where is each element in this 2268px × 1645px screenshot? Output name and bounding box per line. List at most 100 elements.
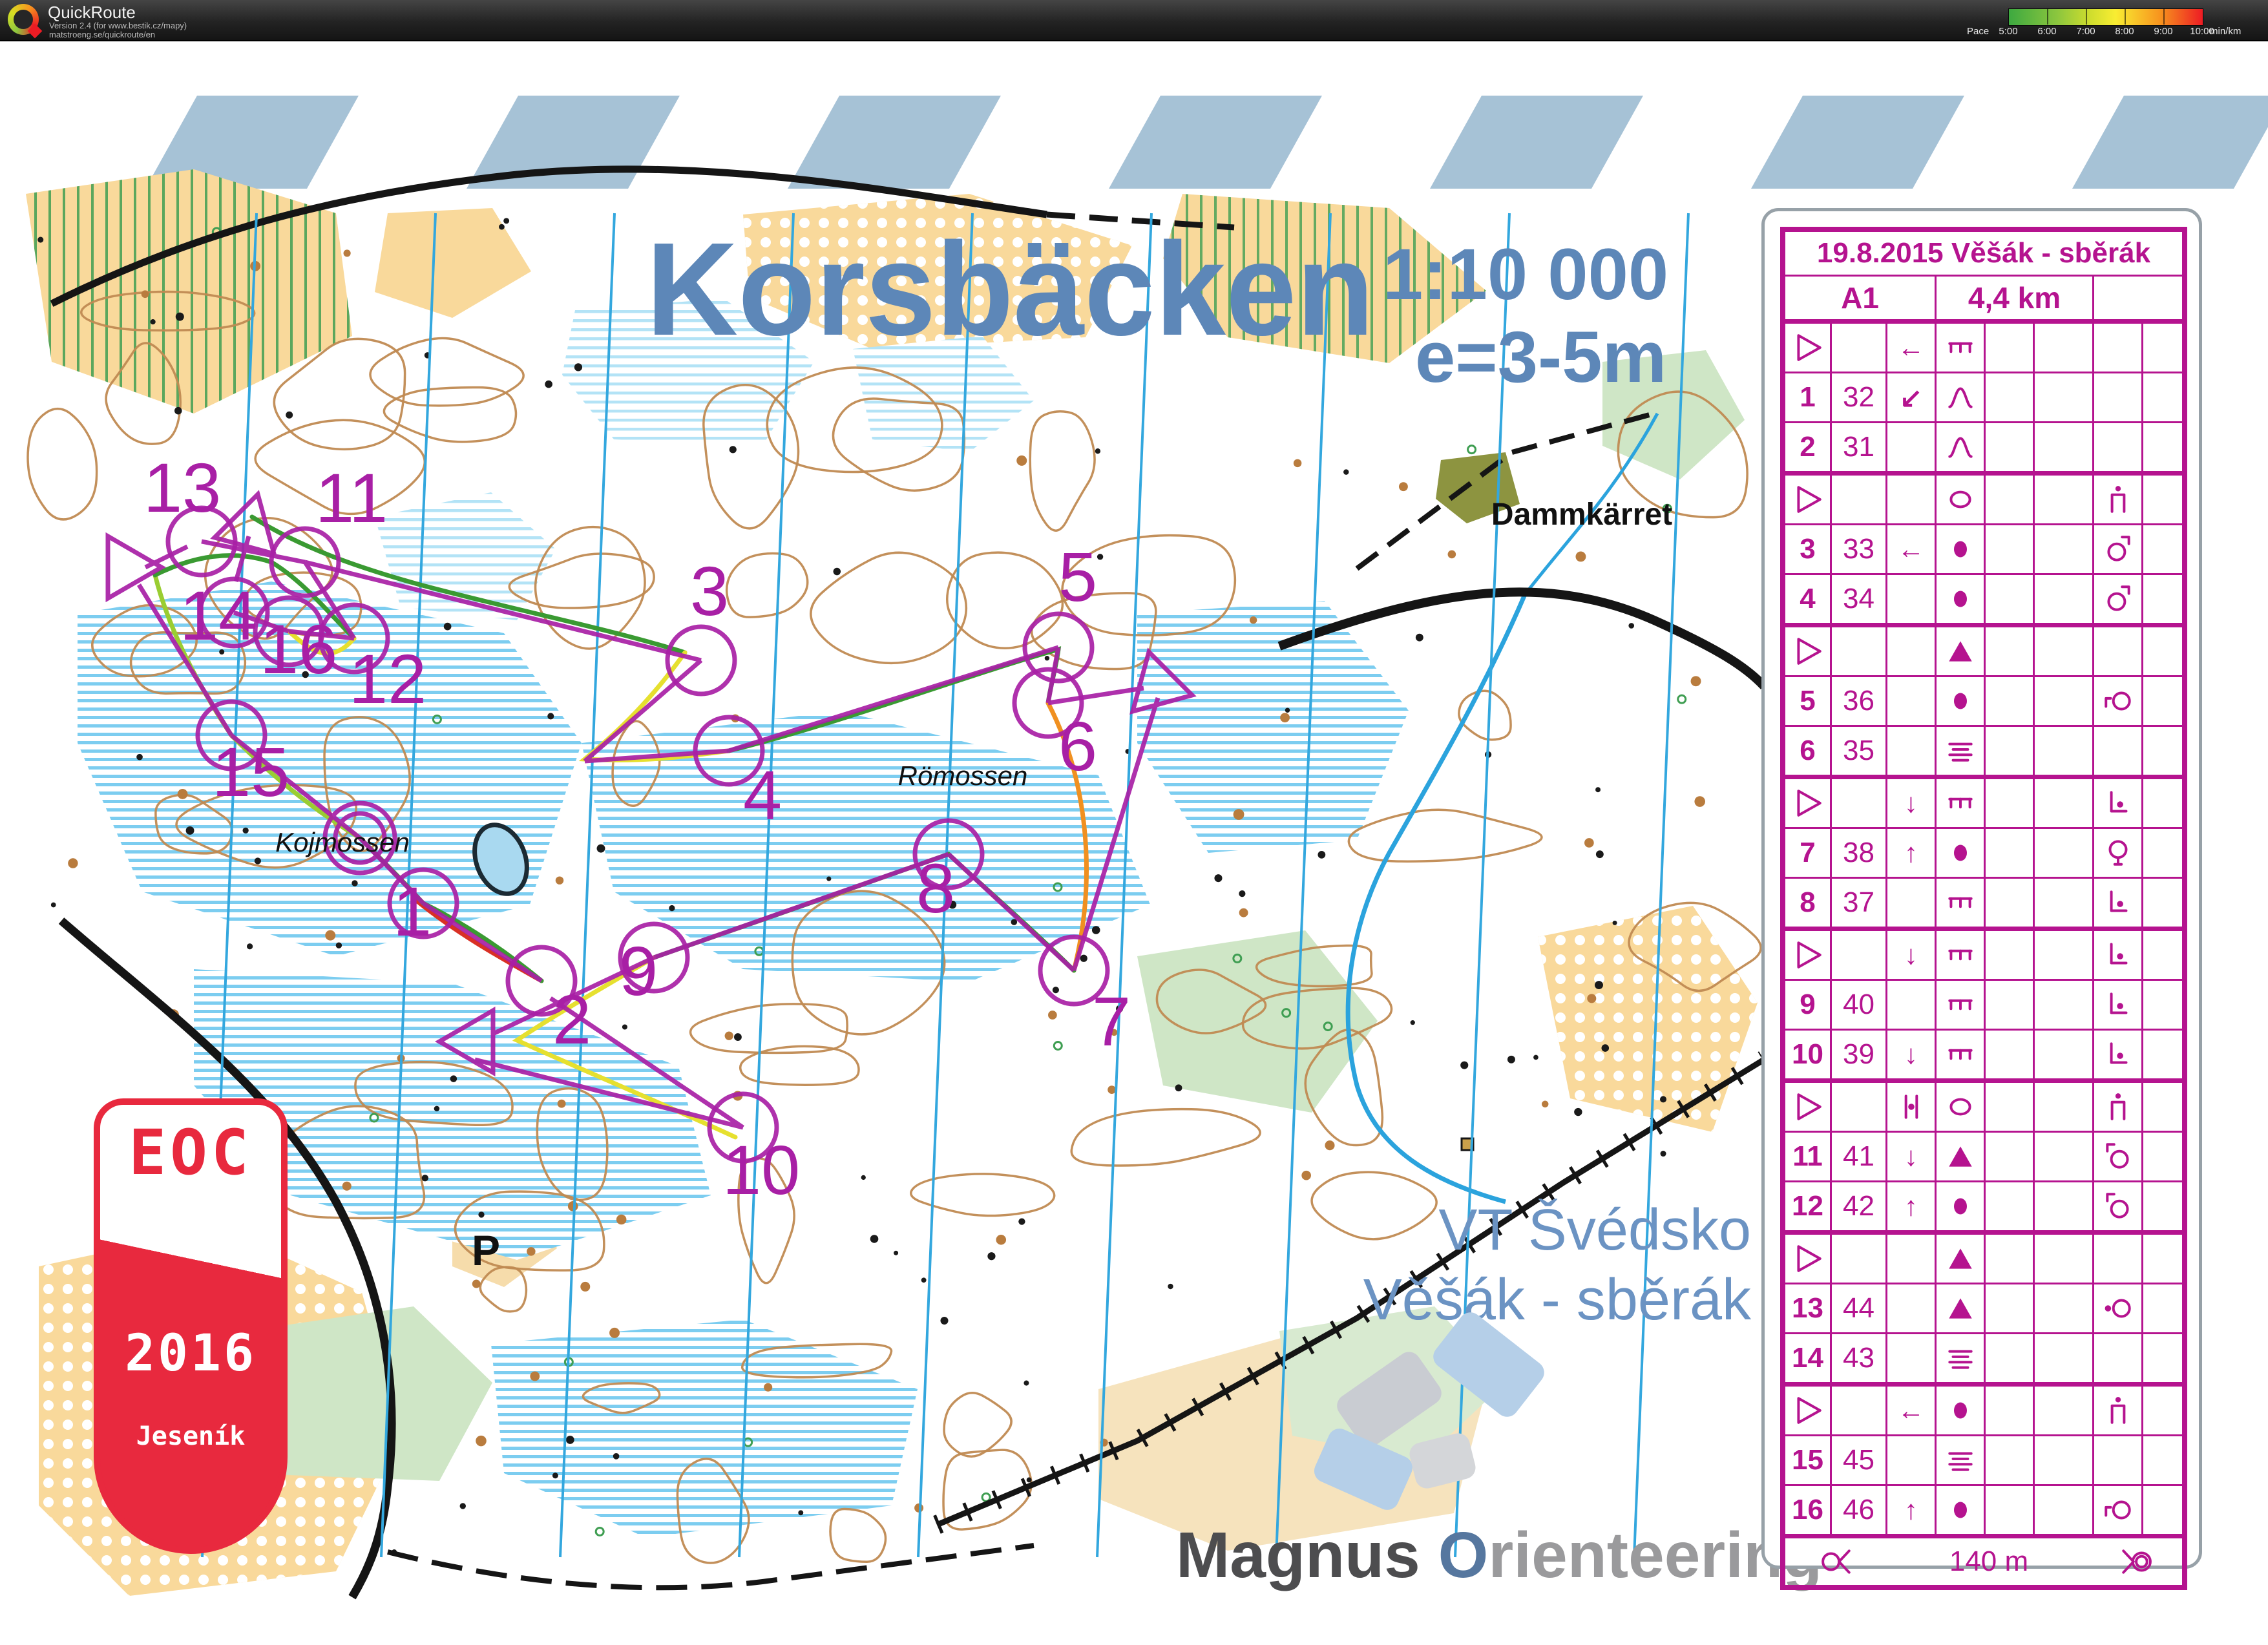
cd-col-feature bbox=[1937, 575, 1986, 623]
dot-ring-icon bbox=[2105, 1299, 2131, 1318]
cd-col-number bbox=[1785, 779, 1832, 827]
control-circle-7 bbox=[1038, 934, 1110, 1007]
titlebar: QuickRoute Version 2.4 (for www.bestik.c… bbox=[0, 0, 2268, 41]
cd-col-number bbox=[1785, 324, 1832, 372]
cd-col-direction: ↓ bbox=[1887, 931, 1937, 979]
place-label: Dammkärret bbox=[1491, 498, 1672, 532]
cd-col-detail bbox=[2094, 1031, 2143, 1078]
cd-col-code: 41 bbox=[1832, 1133, 1887, 1180]
pace-label: Pace bbox=[1967, 26, 1990, 37]
cd-col-code: 43 bbox=[1832, 1334, 1887, 1382]
cd-col-code: 40 bbox=[1832, 981, 1887, 1029]
cd-col-direction bbox=[1887, 1436, 1937, 1484]
control-number-16: 16 bbox=[260, 610, 337, 688]
cd-col-f bbox=[2035, 627, 2094, 675]
start-icon bbox=[1796, 638, 1822, 665]
hill-icon bbox=[1948, 437, 1973, 458]
control-number-1: 1 bbox=[393, 872, 432, 950]
control-number-15: 15 bbox=[212, 733, 289, 811]
cd-row-start bbox=[1785, 1235, 2182, 1284]
cd-col-feature bbox=[1937, 373, 1986, 421]
pace-tick-label: 10:00 bbox=[2190, 26, 2214, 37]
cd-col-code: 31 bbox=[1832, 423, 1887, 471]
marsh-icon bbox=[1948, 742, 1973, 762]
finish-circle-inner bbox=[333, 811, 387, 865]
cd-col-detail bbox=[2094, 1436, 2143, 1484]
control-number-14: 14 bbox=[180, 576, 257, 655]
place-label: Römossen bbox=[898, 760, 1028, 791]
cd-col-feature bbox=[1937, 779, 1986, 827]
cd-col-direction: ← bbox=[1887, 324, 1937, 372]
angle-dot-icon bbox=[2110, 890, 2127, 912]
cd-col-f bbox=[2035, 829, 2094, 877]
pace-tick-mark bbox=[2086, 8, 2087, 25]
cd-col-code bbox=[1832, 476, 1887, 523]
brand-letter-o: O bbox=[1438, 1519, 1489, 1591]
cd-col-feature bbox=[1937, 727, 1986, 775]
cd-col-code bbox=[1832, 779, 1887, 827]
map-contour-interval: e=3-5m bbox=[1415, 317, 1667, 397]
cd-col-detail bbox=[2094, 1083, 2143, 1131]
post-icon bbox=[2110, 1397, 2125, 1424]
cd-row-control-2: 2 31 bbox=[1785, 423, 2182, 476]
cd-col-detail bbox=[2094, 931, 2143, 979]
cd-col-f bbox=[2035, 1031, 2094, 1078]
cd-col-number: 3 bbox=[1785, 525, 1832, 573]
cd-col-number bbox=[1785, 1083, 1832, 1131]
cd-col-f bbox=[2035, 677, 2094, 725]
cd-col-f bbox=[2035, 779, 2094, 827]
boulder-icon bbox=[1953, 591, 1967, 607]
cd-col-f bbox=[2035, 1334, 2094, 1382]
boulder-icon bbox=[1953, 844, 1967, 861]
cd-row-start bbox=[1785, 627, 2182, 677]
post-icon bbox=[2110, 1093, 2125, 1120]
cd-col-feature bbox=[1937, 525, 1986, 573]
pace-tick-mark bbox=[2047, 8, 2048, 25]
oval-icon bbox=[1949, 490, 1971, 508]
cd-col-detail bbox=[2094, 525, 2143, 573]
cd-col-number: 2 bbox=[1785, 423, 1832, 471]
place-label: P bbox=[472, 1226, 500, 1274]
cd-col-code bbox=[1832, 931, 1887, 979]
cd-col-feature bbox=[1937, 324, 1986, 372]
cd-col-number: 10 bbox=[1785, 1031, 1832, 1078]
finish-icon bbox=[2089, 1538, 2182, 1585]
pace-tick-mark bbox=[2125, 8, 2126, 25]
start-icon bbox=[1796, 941, 1822, 969]
cd-col-e bbox=[1986, 423, 2035, 471]
cd-col-e bbox=[1986, 1334, 2035, 1382]
cd-course-length: 4,4 km bbox=[1937, 277, 2094, 319]
cd-col-h bbox=[2143, 1486, 2182, 1534]
cd-col-h bbox=[2143, 423, 2182, 471]
cd-col-f bbox=[2035, 575, 2094, 623]
cd-col-e bbox=[1986, 1182, 2035, 1230]
event-caption-line2: Věšák - sběrák bbox=[1363, 1268, 1751, 1332]
cd-col-number: 7 bbox=[1785, 829, 1832, 877]
pace-tick-label: 6:00 bbox=[2037, 26, 2057, 37]
app-version: Version 2.4 (for www.bestik.cz/mapy) bbox=[49, 21, 187, 30]
cd-col-h bbox=[2143, 575, 2182, 623]
cd-col-direction bbox=[1887, 677, 1937, 725]
cd-col-h bbox=[2143, 779, 2182, 827]
cd-col-number: 11 bbox=[1785, 1133, 1832, 1180]
cd-col-e bbox=[1986, 476, 2035, 523]
ring-ml-icon bbox=[2104, 691, 2131, 711]
control-number-6: 6 bbox=[1058, 707, 1097, 785]
cd-col-detail bbox=[2094, 476, 2143, 523]
cd-row-start: ← bbox=[1785, 1387, 2182, 1436]
map-title: Korsbäcken bbox=[646, 215, 1374, 363]
place-labels: Kojmossen Römossen Dammkärret P bbox=[275, 498, 1672, 1274]
control-number-5: 5 bbox=[1058, 538, 1097, 616]
pace-tick-mark bbox=[2163, 8, 2165, 25]
control-circle-8 bbox=[912, 818, 985, 890]
cd-row-start bbox=[1785, 476, 2182, 525]
control-number-10: 10 bbox=[722, 1131, 800, 1209]
cd-col-h bbox=[2143, 727, 2182, 775]
cd-col-detail bbox=[2094, 1334, 2143, 1382]
cd-col-e bbox=[1986, 575, 2035, 623]
cd-col-f bbox=[2035, 525, 2094, 573]
cd-row-control-13: 13 44 bbox=[1785, 1284, 2182, 1334]
cd-col-h bbox=[2143, 931, 2182, 979]
cd-col-code: 35 bbox=[1832, 727, 1887, 775]
cd-col-number bbox=[1785, 1235, 1832, 1283]
